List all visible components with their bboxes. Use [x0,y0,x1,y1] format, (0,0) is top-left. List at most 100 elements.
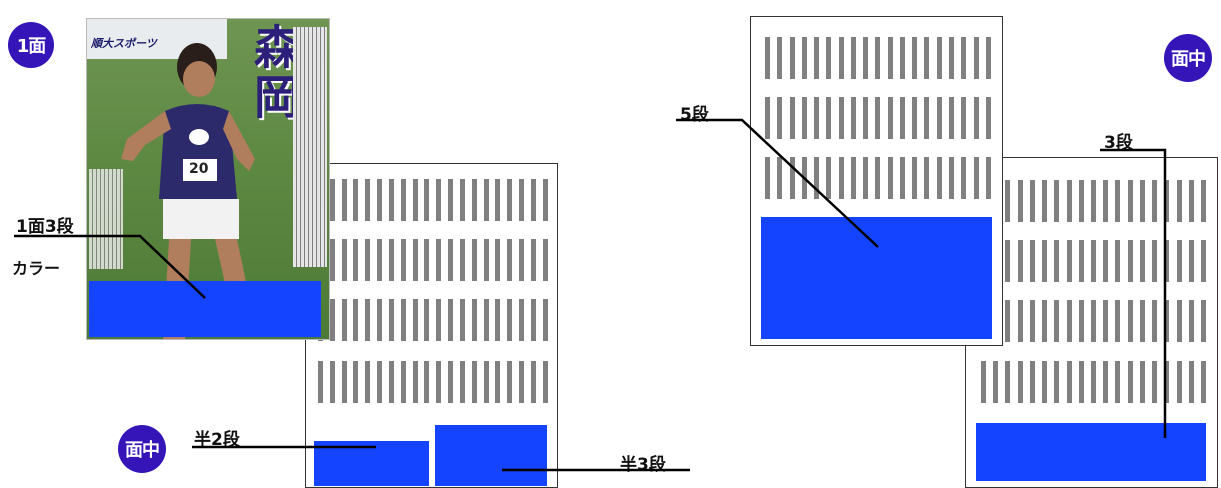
text-column-bar [1188,300,1194,342]
text-column-bar [863,37,869,79]
text-column-bar [519,299,525,341]
text-column-bar [495,239,501,281]
text-column-bar [436,239,442,281]
text-column-bar [436,361,442,403]
text-column-bar [341,299,347,341]
ad-half-3dan [435,425,547,486]
text-column-bar [377,179,383,221]
text-column-bar [530,179,536,221]
text-column-bar [912,157,918,199]
text-column-bar [388,179,394,221]
text-column-bar [1139,361,1145,403]
text-column-bar [1090,180,1096,222]
text-column-bar [341,239,347,281]
text-column-bar [507,299,513,341]
text-column-bar [483,179,489,221]
text-column-bar [1078,180,1084,222]
text-column-bar [777,37,783,79]
label-5dan: 5段 [680,105,709,125]
text-column-bar [1054,300,1060,342]
label-color: カラー [12,259,61,278]
text-column-bar [1054,240,1060,282]
text-column-bar [459,361,465,403]
text-column-bar [1152,361,1158,403]
text-column-bar [1188,180,1194,222]
text-column-bar [1115,300,1121,342]
text-column-bar [789,97,795,139]
text-column-bar [801,157,807,199]
text-column-bar [1054,180,1060,222]
text-column-bar [1176,361,1182,403]
text-column-bar [329,361,335,403]
text-column-bar [936,157,942,199]
text-column-bar [1200,240,1206,282]
text-column-bar [961,157,967,199]
text-column-bar [459,179,465,221]
text-column-bar [471,179,477,221]
text-column-bar [850,97,856,139]
text-column-bar [961,37,967,79]
text-column-bar [530,361,536,403]
text-column-bar [1103,240,1109,282]
text-column-bar [948,157,954,199]
text-column-bar [1017,240,1023,282]
text-column-bar [412,361,418,403]
text-column-bar [1127,180,1133,222]
ad-front-3dan-color [89,281,321,337]
ad-half-2dan [314,441,429,486]
text-column-bar [1188,240,1194,282]
text-column-bar [1066,361,1072,403]
text-column-bar [765,97,770,139]
text-column-bar [777,157,783,199]
text-column-bar [1090,300,1096,342]
text-column-bar [377,361,383,403]
text-column-bar [507,361,513,403]
text-column-bar [1029,240,1035,282]
text-column-bar [899,37,905,79]
text-column-bar [814,97,820,139]
text-column-bar [899,157,905,199]
text-columns-row [318,361,548,403]
text-column-bar [329,239,335,281]
ad-5dan [761,217,992,339]
text-column-bar [850,157,856,199]
text-column-bar [1005,300,1011,342]
text-column-bar [483,239,489,281]
text-column-bar [1152,300,1158,342]
text-column-bar [495,179,501,221]
text-column-bar [789,37,795,79]
text-column-bar [471,361,477,403]
text-column-bar [1127,300,1133,342]
text-columns-row [765,157,991,199]
text-column-bar [1029,180,1035,222]
inner-page-badge-left: 面中 [118,425,166,473]
text-column-bar [948,37,954,79]
text-column-bar [801,97,807,139]
text-column-bar [388,361,394,403]
text-columns-row [765,97,991,139]
text-column-bar [973,37,979,79]
text-column-bar [936,37,942,79]
text-columns-row [981,240,1206,282]
text-column-bar [1152,240,1158,282]
text-column-bar [826,97,832,139]
text-column-bar [887,157,893,199]
text-column-bar [400,361,406,403]
text-column-bar [789,157,795,199]
text-column-bar [1090,240,1096,282]
text-column-bar [1127,240,1133,282]
text-column-bar [459,239,465,281]
text-column-bar [875,157,881,199]
text-column-bar [1200,361,1206,403]
text-column-bar [1042,240,1048,282]
inner-page-badge-right: 面中 [1164,34,1212,82]
text-column-bar [1090,361,1096,403]
text-column-bar [1176,180,1182,222]
text-column-bar [424,299,430,341]
text-column-bar [777,97,783,139]
text-column-bar [507,239,513,281]
text-column-bar [985,97,991,139]
text-column-bar [542,299,548,341]
text-column-bar [1103,180,1109,222]
inner-page-badge-left-text: 面中 [125,440,160,461]
